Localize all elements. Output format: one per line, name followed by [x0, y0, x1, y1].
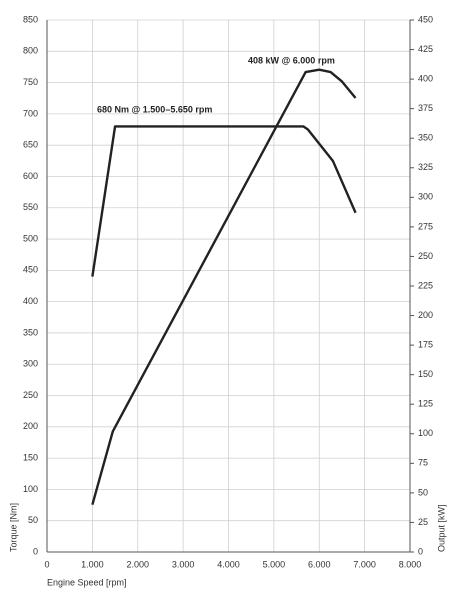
y-tick-label: 50	[28, 515, 38, 525]
y2-tick-label: 225	[418, 280, 433, 290]
x-tick-label: 4.000	[217, 559, 240, 569]
y-tick-label: 500	[23, 233, 38, 243]
y2-tick-label: 125	[418, 399, 433, 409]
line-series	[91, 68, 357, 506]
y2-tick-label: 275	[418, 221, 433, 231]
y2-tick-label: 375	[418, 103, 433, 113]
x-tick-label: 7.000	[353, 559, 376, 569]
y-tick-label: 850	[23, 14, 38, 24]
y-tick-label: 0	[33, 546, 38, 556]
y2-tick-label: 150	[418, 369, 433, 379]
y2-tick-label: 350	[418, 133, 433, 143]
y2-tick-label: 325	[418, 162, 433, 172]
x-tick-label: 3.000	[172, 559, 195, 569]
y-tick-label: 450	[23, 265, 38, 275]
x-axis-title: Engine Speed [rpm]	[47, 577, 127, 587]
y-tick-label: 700	[23, 108, 38, 118]
y2-tick-label: 450	[418, 14, 433, 24]
y-tick-label: 100	[23, 484, 38, 494]
y-tick-label: 250	[23, 390, 38, 400]
y-tick-label: 200	[23, 421, 38, 431]
y-tick-label: 400	[23, 296, 38, 306]
y2-tick-label: 25	[418, 517, 428, 527]
y2-tick-label: 175	[418, 339, 433, 349]
y2-axis-title: Output [kW]	[436, 504, 446, 552]
x-tick-label: 2.000	[126, 559, 149, 569]
y-tick-label: 350	[23, 327, 38, 337]
x-tick-label: 6.000	[308, 559, 331, 569]
annotation: 408 kW @ 6.000 rpm	[248, 55, 335, 65]
line-series	[91, 125, 357, 277]
annotation: 680 Nm @ 1.500–5.650 rpm	[97, 104, 212, 114]
y-tick-label: 550	[23, 202, 38, 212]
x-tick-label: 0	[44, 559, 49, 569]
y-axis-title: Torque [Nm]	[8, 503, 18, 552]
x-tick-label: 1.000	[81, 559, 104, 569]
y2-tick-label: 50	[418, 487, 428, 497]
y2-tick-label: 425	[418, 44, 433, 54]
y2-tick-label: 250	[418, 251, 433, 261]
x-tick-label: 5.000	[263, 559, 286, 569]
y-tick-label: 650	[23, 140, 38, 150]
y-tick-label: 600	[23, 171, 38, 181]
y2-tick-label: 200	[418, 310, 433, 320]
y2-tick-label: 300	[418, 192, 433, 202]
y-tick-label: 300	[23, 359, 38, 369]
y2-tick-label: 0	[418, 546, 423, 556]
y-tick-label: 150	[23, 452, 38, 462]
x-tick-label: 8.000	[399, 559, 422, 569]
y2-tick-label: 400	[418, 73, 433, 83]
y2-tick-label: 75	[418, 458, 428, 468]
y2-tick-label: 100	[418, 428, 433, 438]
y-tick-label: 800	[23, 46, 38, 56]
y-tick-label: 750	[23, 77, 38, 87]
